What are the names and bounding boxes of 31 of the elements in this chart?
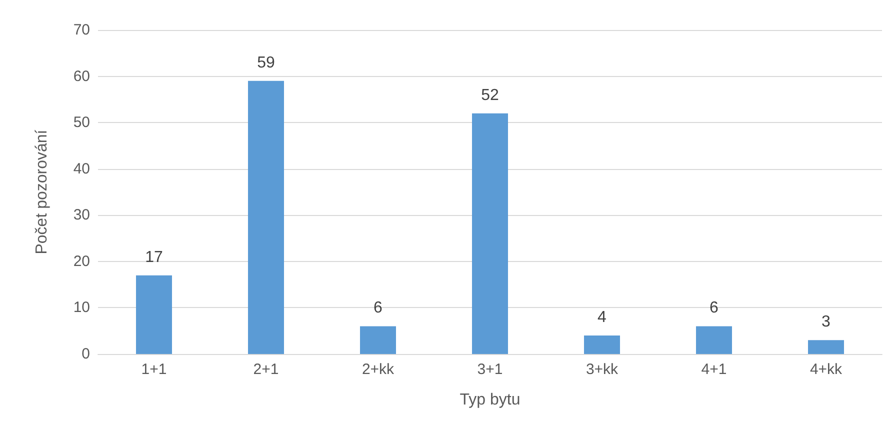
x-tick-label: 1+1 — [141, 361, 167, 378]
data-label: 4 — [598, 308, 607, 326]
x-tick-label: 2+kk — [362, 361, 395, 378]
x-tick-label: 3+1 — [477, 361, 503, 378]
data-label: 17 — [145, 248, 163, 266]
x-tick-label: 3+kk — [586, 361, 619, 378]
data-label: 3 — [822, 314, 831, 331]
x-tick-label: 4+1 — [701, 361, 727, 378]
data-label: 59 — [257, 54, 275, 72]
y-tick-label: 0 — [82, 346, 90, 362]
bar — [248, 80, 284, 354]
y-tick-label: 60 — [73, 68, 90, 85]
data-label: 6 — [710, 300, 719, 317]
y-tick-label: 40 — [73, 160, 90, 178]
y-tick-label: 70 — [73, 22, 90, 38]
y-tick-label: 10 — [73, 299, 90, 316]
y-axis-title: Počet pozorování — [34, 129, 50, 254]
bar — [136, 275, 172, 354]
x-tick-label: 4+kk — [810, 361, 843, 378]
bar — [360, 326, 396, 354]
bar — [696, 326, 732, 354]
bar — [808, 340, 844, 354]
y-tick-label: 50 — [73, 114, 90, 132]
x-axis-title: Typ bytu — [460, 392, 520, 408]
y-tick-label: 30 — [73, 206, 90, 224]
x-tick-label: 2+1 — [253, 361, 279, 378]
y-tick-label: 20 — [73, 252, 90, 270]
data-label: 52 — [481, 86, 499, 104]
bar — [472, 113, 508, 354]
data-label: 6 — [374, 300, 383, 317]
bar — [584, 335, 620, 354]
